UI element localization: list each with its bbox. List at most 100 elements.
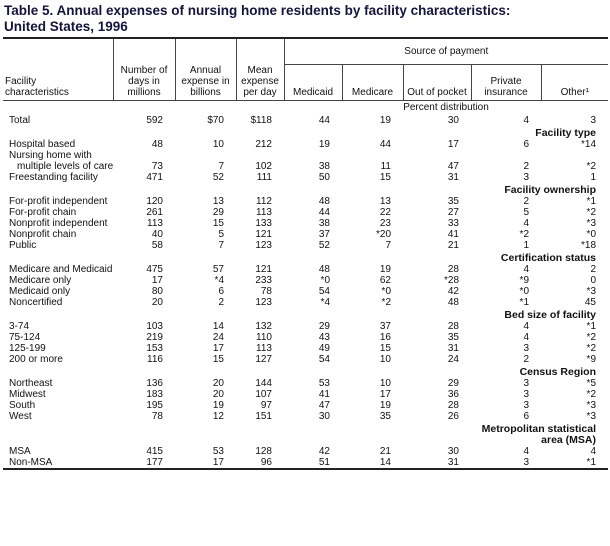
- table-row: For-profit chain 261 29 113 44 22 27 5 *2: [3, 207, 608, 218]
- table-row: 125-199 153 17 113 49 15 31 3 *2: [3, 343, 608, 354]
- section-title-line: Metropolitan statistical: [481, 423, 596, 435]
- cell: 17: [379, 389, 391, 400]
- row-label-line: Northeast: [9, 378, 53, 389]
- row-label-line: Medicare and Medicaid: [9, 264, 113, 275]
- row-label-line: Medicaid only: [9, 286, 71, 297]
- cell: 2: [523, 196, 529, 207]
- cell: 30: [318, 411, 330, 422]
- row-label: Total: [3, 114, 113, 126]
- row-label-line: Midwest: [9, 389, 46, 400]
- cell: 4: [523, 446, 529, 457]
- cell: 29: [318, 321, 330, 332]
- cell: 121: [255, 264, 272, 275]
- cell: 6: [218, 286, 224, 297]
- table-row: Medicaid only 80 6 78 54 *0 42 *0 *3: [3, 286, 608, 297]
- cell: $70: [207, 115, 224, 126]
- cell: 123: [255, 297, 272, 308]
- cell: 31: [447, 172, 459, 183]
- cell: 30: [447, 115, 459, 126]
- cell: 7: [218, 161, 224, 172]
- cell: 132: [255, 321, 272, 332]
- cell: 38: [318, 218, 330, 229]
- cell: 107: [255, 389, 272, 400]
- cell: 3: [523, 378, 529, 389]
- table-row: Non-MSA 177 17 96 51 14 31 3 *1: [3, 457, 608, 470]
- cell: *18: [580, 240, 596, 251]
- cell: 19: [318, 139, 330, 150]
- cell: 112: [256, 196, 272, 207]
- row-label: For-profit chain: [3, 207, 113, 218]
- cell: 4: [523, 218, 529, 229]
- cell: *2: [519, 229, 529, 240]
- cell: 2: [523, 161, 529, 172]
- section-title-line: Facility ownership: [504, 184, 596, 196]
- cell: 13: [379, 196, 391, 207]
- cell: 219: [146, 332, 163, 343]
- section-row: Certification status: [3, 251, 608, 264]
- header-cell: Annual expense in billions: [174, 37, 236, 101]
- cell: 80: [151, 286, 163, 297]
- header-cell: Medicare: [341, 64, 403, 101]
- cell: 96: [236, 457, 284, 470]
- table-row: Medicare only 17 *4 233 *0 62 *28 *9 0: [3, 275, 608, 286]
- cell: 48: [318, 196, 330, 207]
- cell: 592: [146, 115, 163, 126]
- cell: 2: [218, 297, 224, 308]
- cell: 151: [255, 411, 272, 422]
- cell: *0: [586, 229, 596, 240]
- cell: 35: [447, 332, 459, 343]
- cell: 4: [523, 332, 529, 343]
- cell: 54: [318, 286, 330, 297]
- table-row: Total 592 $70 $118 44 19 30 4 3: [3, 114, 608, 126]
- cell: 48: [447, 297, 459, 308]
- cell: 144: [255, 378, 272, 389]
- cell: 17: [447, 139, 459, 150]
- cell: 47: [447, 161, 459, 172]
- cell: 183: [146, 389, 163, 400]
- cell: 212: [255, 139, 272, 150]
- table-row: MSA 415 53 128 42 21 30 4 4: [3, 446, 608, 457]
- cell: 0: [590, 275, 596, 286]
- cell: 123: [255, 240, 272, 251]
- table-row: 3-74 103 14 132 29 37 28 4 *1: [3, 321, 608, 332]
- section-title-line: Facility type: [535, 127, 596, 139]
- table-row: Northeast 136 20 144 53 10 29 3 *5: [3, 378, 608, 389]
- table-title: Table 5. Annual expenses of nursing home…: [0, 0, 610, 37]
- cell: 6: [523, 411, 529, 422]
- cell: *5: [586, 378, 596, 389]
- table-row: Medicare and Medicaid 475 57 121 48 19 28 4 2: [3, 264, 608, 275]
- cell: 45: [584, 297, 596, 308]
- row-label-line: MSA: [9, 446, 31, 457]
- header-cell: Medicaid: [283, 64, 342, 101]
- cell: 1: [523, 240, 529, 251]
- cell: 43: [318, 332, 330, 343]
- cell: 52: [212, 172, 224, 183]
- cell: *3: [586, 218, 596, 229]
- cell: 195: [146, 400, 163, 411]
- header-cell: Private insurance: [470, 64, 541, 101]
- cell: 31: [403, 457, 471, 470]
- row-label: Medicaid only: [3, 286, 113, 297]
- cell: 103: [146, 321, 163, 332]
- cell: 475: [146, 264, 163, 275]
- cell: 41: [447, 229, 459, 240]
- row-label: MSA: [3, 446, 113, 457]
- cell: *2: [381, 297, 391, 308]
- section-title: Census Region: [3, 365, 608, 378]
- table-row: For-profit independent 120 13 112 48 13 35 2 *1: [3, 196, 608, 207]
- table-row: Public 58 7 123 52 7 21 1 *18: [3, 240, 608, 251]
- row-label: 3-74: [3, 321, 113, 332]
- header-cell: Mean expense per day: [235, 37, 284, 101]
- cell: 53: [318, 378, 330, 389]
- table-row: 75-124 219 24 110 43 16 35 4 *2: [3, 332, 608, 343]
- cell: 17: [212, 343, 224, 354]
- cell: *3: [586, 286, 596, 297]
- cell: *2: [586, 207, 596, 218]
- cell: 10: [379, 354, 391, 365]
- section-title-line: Census Region: [519, 366, 596, 378]
- cell: 24: [447, 354, 459, 365]
- cell: 78: [151, 411, 163, 422]
- row-label: Non-MSA: [3, 457, 113, 470]
- cell: 4: [590, 446, 596, 457]
